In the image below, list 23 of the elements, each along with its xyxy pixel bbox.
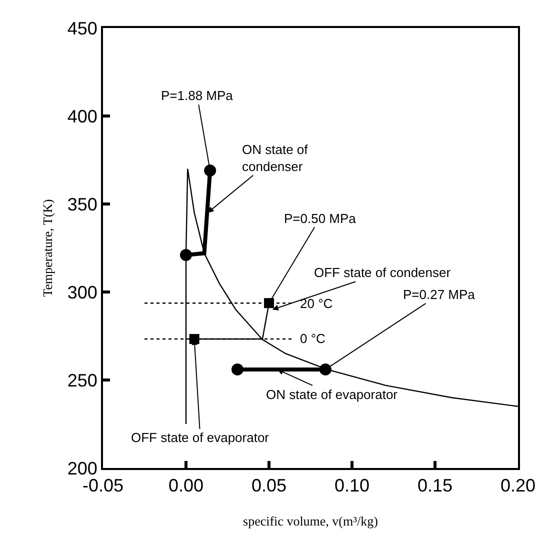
y-tick-label: 450	[67, 18, 98, 38]
y-tick-label: 200	[67, 458, 98, 478]
y-axis-title: Temperature, T(K)	[40, 199, 55, 297]
x-tick-label: 0.05	[251, 476, 287, 496]
annotation: ON state of condenser	[242, 142, 308, 174]
x-axis-title: specific volume, v(m³/kg)	[243, 514, 378, 529]
x-tick-label: 0.10	[334, 476, 370, 496]
x-tick-label: 0.00	[168, 476, 204, 496]
annotation: 0 °C	[300, 331, 326, 346]
annotation: P=1.88 MPa	[161, 88, 234, 103]
annotation: P=0.50 MPa	[284, 211, 357, 226]
x-tick-label: 0.20	[500, 476, 536, 496]
y-tick-label: 300	[67, 282, 98, 302]
annotation: OFF state of evaporator	[131, 430, 270, 445]
annotation: OFF state of condenser	[314, 265, 452, 280]
y-tick-label: 250	[67, 370, 98, 390]
x-tick-label: 0.15	[417, 476, 453, 496]
annotation: 20 °C	[300, 296, 333, 311]
annotation: ON state of evaporator	[266, 387, 398, 402]
x-tick-label: -0.05	[82, 476, 124, 496]
y-tick-label: 350	[67, 194, 98, 214]
annotation: P=0.27 MPa	[403, 287, 476, 302]
y-tick-label: 400	[67, 106, 98, 126]
